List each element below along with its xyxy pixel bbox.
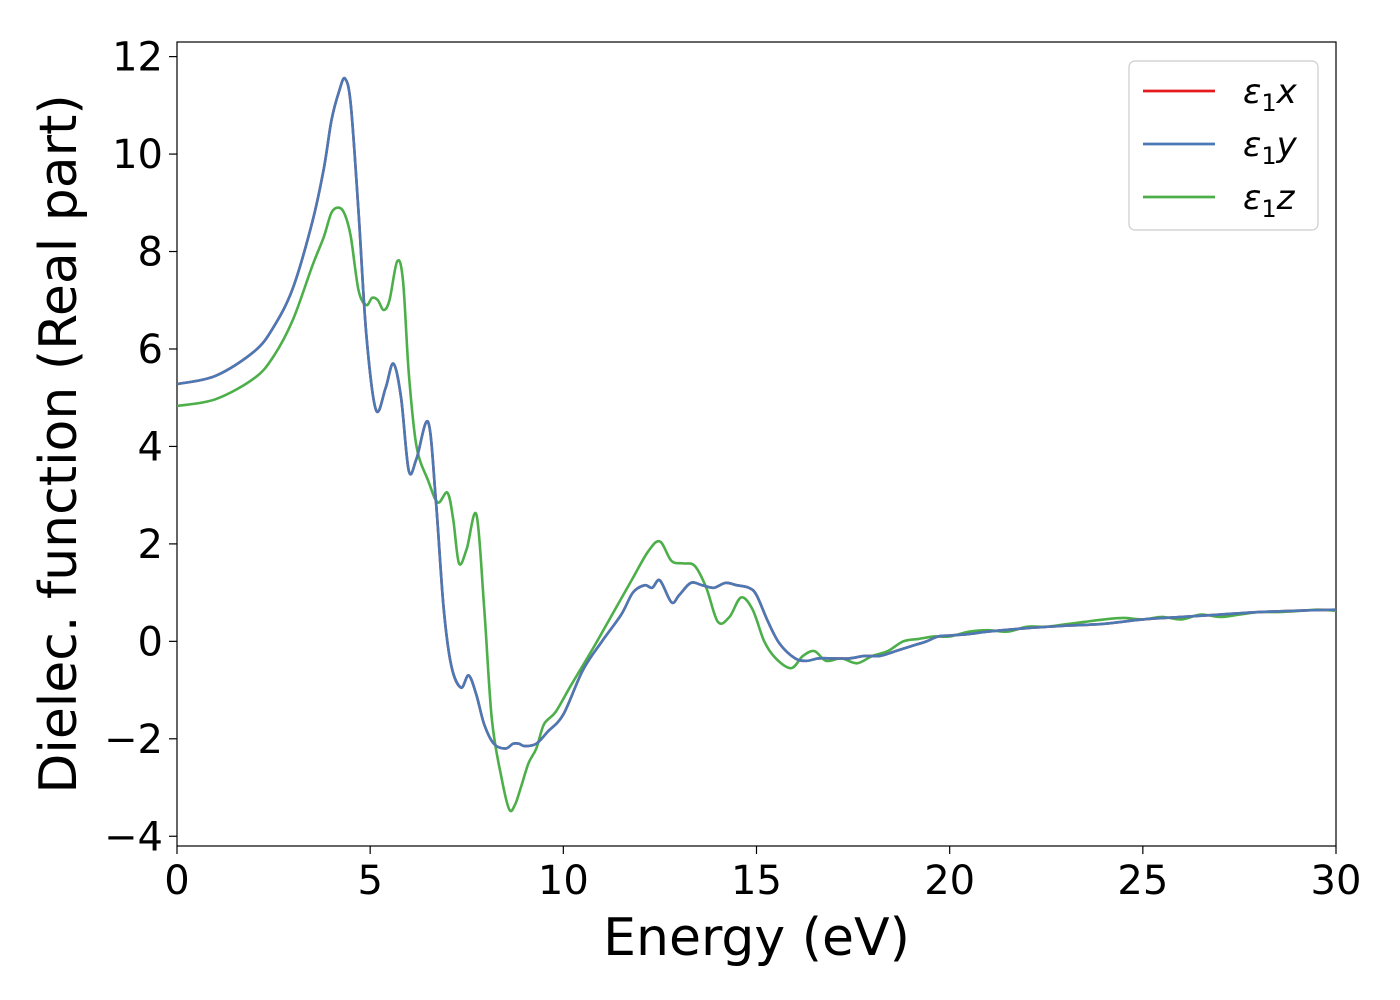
legend-label-base: ε (1243, 178, 1261, 218)
y-tick-label: 6 (138, 327, 163, 373)
legend-label-sub: 1 (1261, 142, 1276, 170)
legend-label-base: ε (1243, 125, 1261, 165)
y-tick-label: −2 (104, 717, 163, 763)
legend-box (1128, 60, 1319, 231)
x-tick-label: 5 (357, 858, 382, 904)
legend-label-suffix: x (1276, 72, 1298, 112)
y-axis-label: Dielec. function (Real part) (29, 94, 89, 793)
y-tick-label: 0 (138, 619, 163, 665)
y-tick-label: 12 (112, 35, 163, 81)
legend-label: ε1x (1243, 72, 1298, 117)
x-tick-label: 25 (1117, 858, 1168, 904)
legend-label-sub: 1 (1261, 89, 1276, 117)
series-layer (177, 76, 1336, 813)
y-tick-label: 4 (138, 424, 163, 470)
legend-label-suffix: z (1276, 178, 1296, 218)
x-tick-label: 15 (731, 858, 782, 904)
legend-label-sub: 1 (1261, 195, 1276, 223)
legend-item-y: ε1y (1143, 125, 1298, 170)
x-tick-label: 10 (538, 858, 589, 904)
x-tick-label: 20 (924, 858, 975, 904)
y-tick-label: 10 (112, 132, 163, 178)
ticks-layer: 0 5 10 15 20 25 30 −4 −2 0 2 4 6 8 10 12 (104, 35, 1361, 904)
y-tick-label: 2 (138, 522, 163, 568)
y-tick-label: −4 (104, 814, 163, 860)
legend-label: ε1y (1243, 125, 1298, 170)
legend-item-x: ε1x (1143, 72, 1298, 117)
x-tick-label: 0 (164, 858, 189, 904)
legend-label: ε1z (1243, 178, 1296, 223)
x-axis-label: Energy (eV) (603, 908, 910, 968)
legend-label-base: ε (1243, 72, 1261, 112)
series-line-y (177, 76, 1336, 750)
x-tick-label: 30 (1311, 858, 1362, 904)
legend-item-z: ε1z (1143, 178, 1296, 223)
legend-label-suffix: y (1276, 125, 1298, 165)
y-tick-label: 8 (138, 230, 163, 276)
series-line-z (177, 206, 1336, 813)
